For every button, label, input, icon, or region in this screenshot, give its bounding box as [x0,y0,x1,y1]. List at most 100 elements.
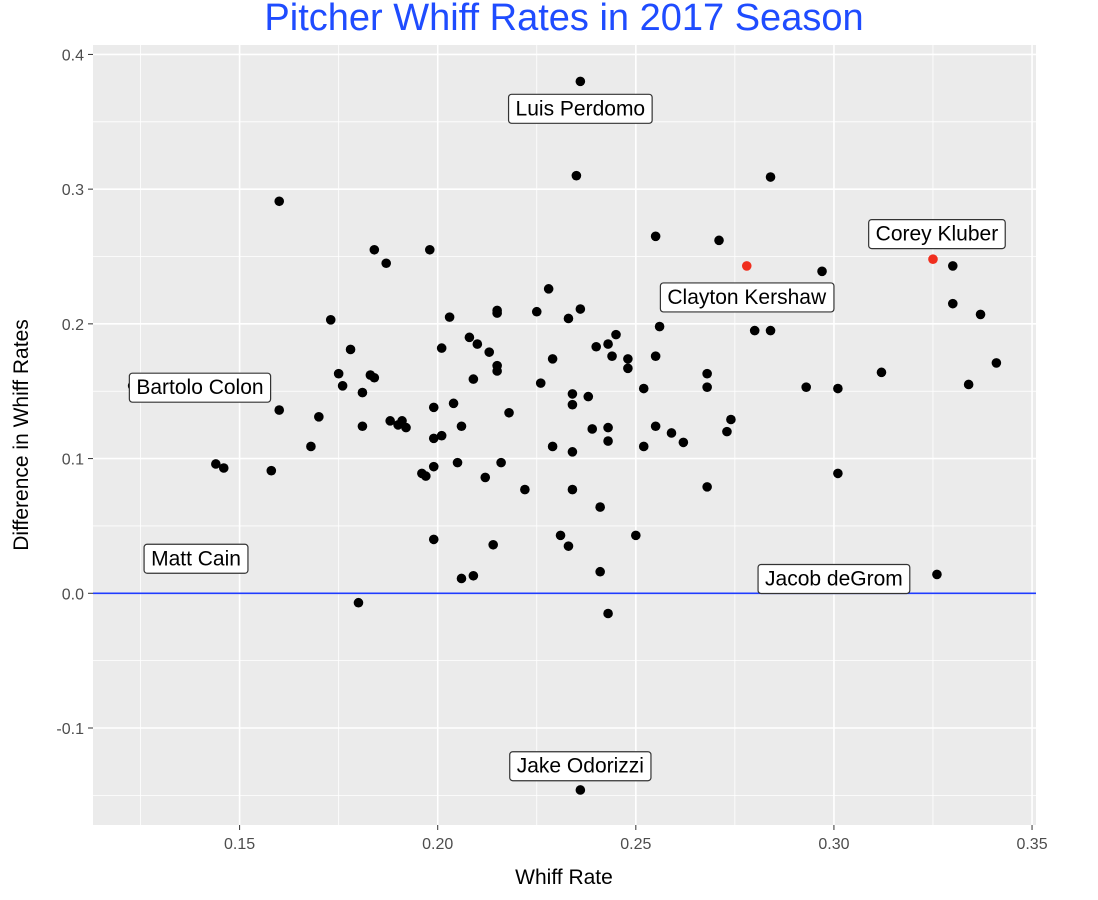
data-points [127,76,1002,795]
data-point [702,382,712,392]
data-point [543,284,554,294]
point-label-box [509,751,652,782]
point-label-box [757,563,911,595]
data-point [833,383,843,394]
data-point [456,421,467,432]
data-point [567,447,578,457]
data-point [714,235,724,246]
data-point [603,436,613,446]
data-point [650,351,661,361]
data-point [765,172,776,182]
data-point [456,573,467,584]
point-labels: Luis Perdomo Corey Kluber Clayton Kershaw B… [128,93,1006,782]
data-point [472,339,483,349]
data-point [623,354,633,364]
data-point [666,428,677,438]
point-label-text: Luis Perdomo [516,97,646,120]
data-point [702,482,712,492]
data-point [722,426,732,437]
plot-panel [93,45,1036,825]
y-tick-label: 0.3 [62,182,84,199]
point-label: Jacob deGrom [757,563,911,595]
data-point [555,530,566,541]
data-point [765,325,776,336]
data-point [638,441,649,452]
data-point [314,412,324,422]
data-point [353,597,364,608]
y-tick-label: 0.2 [62,317,84,334]
data-point [650,421,661,432]
data-point [547,354,558,364]
data-point [678,437,689,448]
data-point [583,391,594,402]
data-point [603,339,613,349]
x-tick-label: 0.15 [224,836,255,853]
data-point [369,244,380,255]
data-point [531,306,542,317]
data-point [575,785,586,795]
data-point [452,457,463,468]
data-point [484,347,495,357]
point-label-box [659,282,835,313]
data-point [421,471,431,481]
data-point [325,315,336,325]
data-point [266,465,277,476]
data-point [991,358,1002,368]
data-point [401,422,411,433]
data-point [595,566,605,577]
data-point [575,76,586,87]
data-point [603,422,613,433]
data-point [492,366,502,376]
point-label-text: Clayton Kershaw [667,286,827,309]
point-label: Corey Kluber [868,219,1006,250]
data-point [464,332,475,343]
data-point [424,244,435,255]
data-point [274,405,285,415]
data-point [468,374,479,384]
point-label: Matt Cain [143,543,249,574]
y-tick-label: 0.0 [62,586,84,603]
data-point [749,325,760,336]
data-point [591,341,601,352]
data-point [357,387,368,398]
y-tick-label: -0.1 [56,721,84,738]
data-point [947,261,958,271]
data-point [520,484,530,495]
data-point [492,308,502,318]
data-point [817,266,827,277]
point-label: Clayton Kershaw [659,282,835,313]
point-label-box [128,372,272,403]
axis-ticks: 0.15 0.20 0.25 0.30 0.35 -0.1 0.0 0.1 0.2 0.3 0.4 [56,47,1047,853]
point-label-text: Corey Kluber [876,223,999,246]
x-tick-label: 0.30 [818,836,849,853]
data-point [488,539,498,550]
data-point [468,570,479,581]
data-point [650,231,661,242]
data-point [623,363,633,374]
data-point [337,381,348,391]
data-point [654,321,665,332]
data-point [369,372,380,383]
data-point [963,379,974,390]
y-tick-label: 0.4 [62,47,84,64]
chart-title: Pitcher Whiff Rates in 2017 Season [264,0,863,39]
data-point [801,382,811,392]
data-point [428,402,439,413]
data-point [211,459,221,469]
point-label-box [507,93,653,124]
data-point [563,313,574,324]
x-tick-label: 0.25 [620,836,651,853]
data-point [444,312,455,322]
y-tick-label: 0.1 [62,452,84,469]
data-point [547,441,558,452]
data-point [385,416,395,426]
point-label: Bartolo Colon [128,372,272,403]
data-point [702,368,712,379]
x-tick-label: 0.20 [422,836,453,853]
data-point [607,351,617,361]
data-point [975,309,986,320]
data-point [448,398,459,409]
data-point [274,196,285,207]
x-tick-label: 0.35 [1016,836,1047,853]
point-label-text: Jake Odorizzi [517,755,644,778]
